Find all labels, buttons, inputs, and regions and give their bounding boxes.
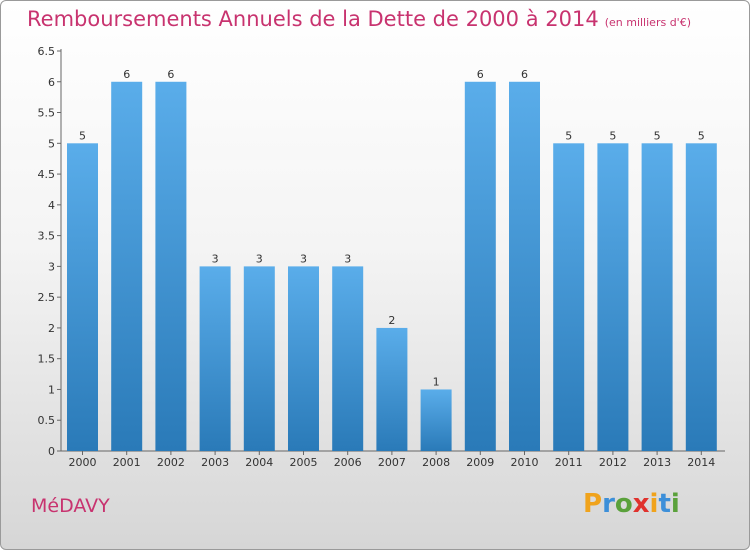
y-tick-label: 4.5 bbox=[38, 168, 56, 181]
commune-name: MéDAVY bbox=[31, 495, 110, 517]
bar bbox=[67, 143, 98, 452]
x-tick-label: 2008 bbox=[422, 456, 450, 469]
data-label: 3 bbox=[212, 252, 219, 265]
y-tick-label: 1.5 bbox=[38, 353, 56, 366]
logo-letter: i bbox=[649, 489, 659, 519]
bar bbox=[288, 266, 319, 451]
logo-letter: x bbox=[632, 489, 650, 519]
bar bbox=[420, 389, 452, 451]
x-tick-label: 2002 bbox=[157, 456, 185, 469]
title-text: Remboursements Annuels de la Dette de 20… bbox=[27, 7, 599, 31]
bar bbox=[685, 143, 717, 452]
data-label: 3 bbox=[300, 252, 307, 265]
logo-letter: i bbox=[670, 489, 680, 519]
y-tick-label: 0 bbox=[48, 445, 55, 458]
y-tick-label: 1 bbox=[48, 383, 55, 396]
data-label: 2 bbox=[388, 314, 395, 327]
title-unit: (en milliers d'€) bbox=[604, 16, 691, 29]
logo-letter: t bbox=[658, 489, 671, 519]
y-tick-label: 4 bbox=[48, 199, 55, 212]
bar bbox=[509, 81, 540, 452]
data-label: 3 bbox=[256, 252, 263, 265]
bar bbox=[155, 81, 187, 452]
bar bbox=[332, 266, 364, 451]
bar bbox=[553, 143, 585, 452]
data-label: 5 bbox=[79, 129, 86, 142]
proxiti-logo[interactable]: Proxiti bbox=[583, 489, 680, 519]
logo-letter: o bbox=[614, 489, 633, 519]
logo-letter: P bbox=[583, 489, 603, 519]
data-label: 3 bbox=[344, 252, 351, 265]
chart-title: Remboursements Annuels de la Dette de 20… bbox=[27, 7, 691, 31]
bar bbox=[376, 327, 408, 451]
data-label: 6 bbox=[123, 68, 130, 81]
x-tick-label: 2007 bbox=[378, 456, 406, 469]
y-tick-label: 6.5 bbox=[38, 45, 56, 58]
bar bbox=[464, 81, 496, 452]
y-tick-label: 5.5 bbox=[38, 107, 56, 120]
x-tick-label: 2011 bbox=[555, 456, 583, 469]
x-tick-label: 2012 bbox=[599, 456, 627, 469]
x-tick-label: 2013 bbox=[643, 456, 671, 469]
data-label: 6 bbox=[521, 68, 528, 81]
bar bbox=[641, 143, 673, 452]
x-tick-label: 2014 bbox=[687, 456, 715, 469]
x-tick-label: 2004 bbox=[245, 456, 273, 469]
x-tick-label: 2005 bbox=[290, 456, 318, 469]
y-tick-label: 3 bbox=[48, 260, 55, 273]
y-tick-label: 0.5 bbox=[38, 414, 56, 427]
data-label: 5 bbox=[698, 129, 705, 142]
bar bbox=[597, 143, 629, 452]
y-tick-label: 2.5 bbox=[38, 291, 56, 304]
data-label: 6 bbox=[477, 68, 484, 81]
x-tick-label: 2003 bbox=[201, 456, 229, 469]
logo-letter: r bbox=[602, 489, 615, 519]
y-tick-label: 2 bbox=[48, 322, 55, 335]
x-tick-label: 2006 bbox=[334, 456, 362, 469]
y-tick-label: 3.5 bbox=[38, 230, 56, 243]
labels: 5 6 6 3 3 3 3 2 1 6 6 5 5 5 5 bbox=[79, 68, 705, 389]
x-tick-label: 2009 bbox=[466, 456, 494, 469]
y-tick-label: 5 bbox=[48, 137, 55, 150]
x-tick-label: 2001 bbox=[113, 456, 141, 469]
y-tick-label: 6 bbox=[48, 76, 55, 89]
data-label: 5 bbox=[565, 129, 572, 142]
bar bbox=[243, 266, 275, 451]
bar bbox=[199, 266, 231, 451]
x-tick-label: 2010 bbox=[511, 456, 539, 469]
data-label: 5 bbox=[654, 129, 661, 142]
x-tick-label: 2000 bbox=[69, 456, 97, 469]
bar bbox=[111, 81, 143, 452]
bars bbox=[67, 81, 717, 452]
data-label: 1 bbox=[433, 375, 440, 388]
data-label: 6 bbox=[167, 68, 174, 81]
data-label: 5 bbox=[609, 129, 616, 142]
axes: 0 0.5 1 1.5 2 2.5 3 3.5 4 4.5 5 5.5 6 6.5 2000 2001 2002… bbox=[38, 45, 725, 469]
